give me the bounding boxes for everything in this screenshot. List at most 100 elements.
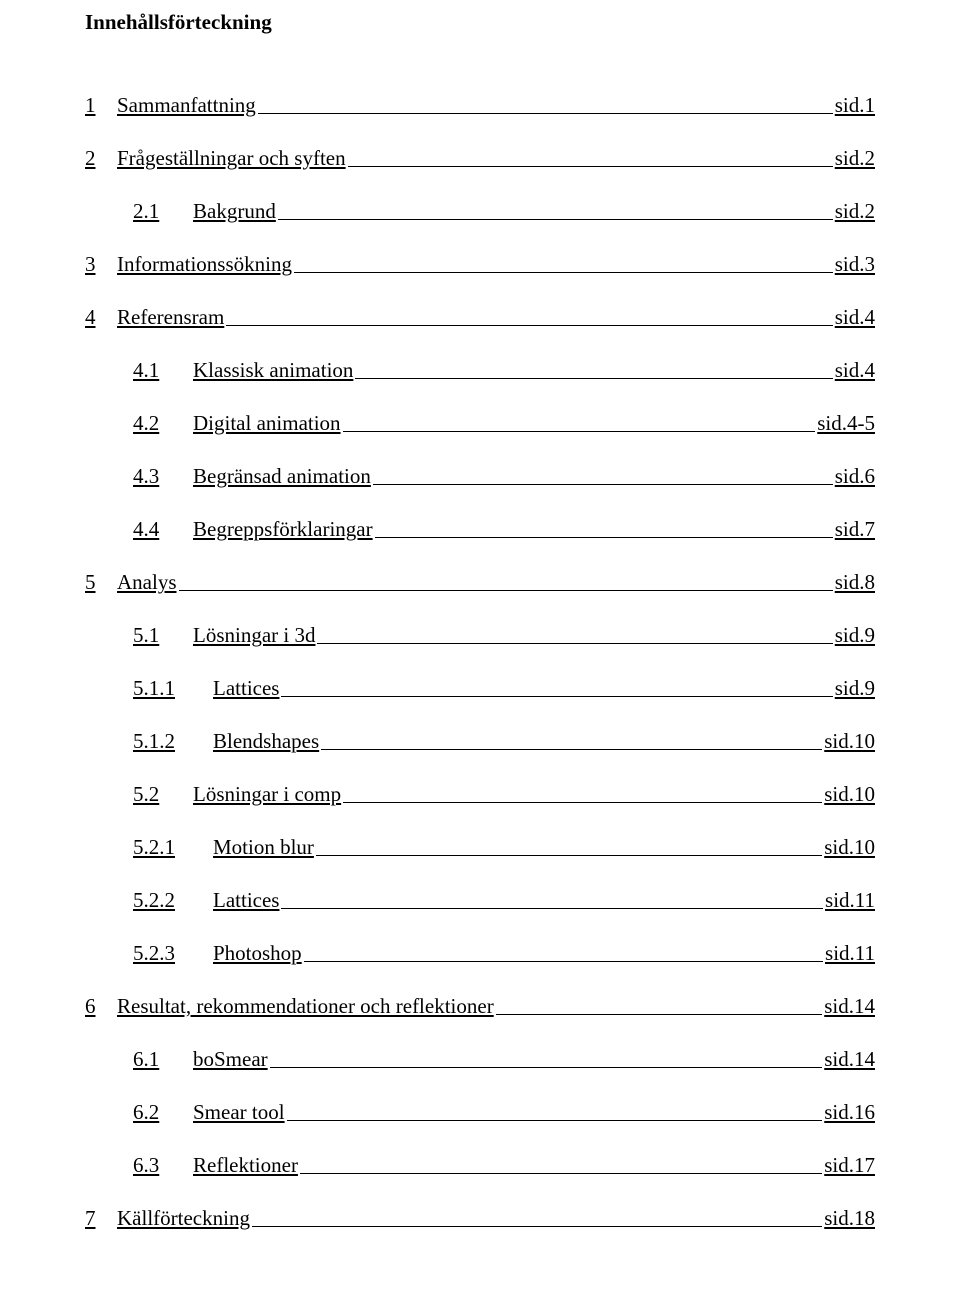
- toc-entry-number: 7: [85, 1206, 117, 1231]
- toc-entry[interactable]: 4Referensramsid.4: [85, 305, 875, 330]
- toc-entry-label: Sammanfattning: [117, 93, 256, 118]
- toc-leader-line: [226, 324, 832, 326]
- toc-entry-number: 5: [85, 570, 117, 595]
- toc-entry-number: 4.1: [133, 358, 193, 383]
- toc-entry-number: 5.2.3: [133, 941, 213, 966]
- toc-entry-page: sid.11: [825, 888, 875, 913]
- toc-entry-page: sid.4-5: [817, 411, 875, 436]
- toc-entry-label: Digital animation: [193, 411, 341, 436]
- toc-entry[interactable]: 6Resultat, rekommendationer och reflekti…: [85, 994, 875, 1019]
- toc-entry-label: Referensram: [117, 305, 224, 330]
- toc-leader-line: [348, 165, 833, 167]
- toc-entry[interactable]: 5.2.2Lattices sid.11: [85, 888, 875, 913]
- toc-entry[interactable]: 4.4Begreppsförklaringar sid.7: [85, 517, 875, 542]
- toc-entry-page: sid.3: [835, 252, 875, 277]
- toc-entry[interactable]: 5.2.3Photoshopsid.11: [85, 941, 875, 966]
- toc-entry-page: sid.2: [835, 146, 875, 171]
- toc-entry-label: Smear tool: [193, 1100, 285, 1125]
- toc-leader-line: [270, 1066, 823, 1068]
- toc-entry-page: sid.6: [835, 464, 875, 489]
- toc-leader-line: [258, 112, 833, 114]
- toc-entry-label: Resultat, rekommendationer och reflektio…: [117, 994, 494, 1019]
- toc-entry-label: Reflektioner: [193, 1153, 298, 1178]
- toc-entry-label: Klassisk animation: [193, 358, 353, 383]
- toc-entry-page: sid.10: [824, 729, 875, 754]
- page: Innehållsförteckning 1Sammanfattning sid.…: [0, 0, 960, 1299]
- toc-leader-line: [287, 1119, 823, 1121]
- toc-entry[interactable]: 5Analys sid.8: [85, 570, 875, 595]
- toc-entry-label: Lösningar i 3d: [193, 623, 315, 648]
- toc-leader-line: [375, 536, 833, 538]
- toc-entry-number: 1: [85, 93, 117, 118]
- toc-entry[interactable]: 5.1.1Latticessid.9: [85, 676, 875, 701]
- toc-leader-line: [343, 801, 822, 803]
- toc-leader-line: [252, 1225, 822, 1227]
- toc-entry[interactable]: 5.1.2Blendshapes sid.10: [85, 729, 875, 754]
- toc-leader-line: [343, 430, 816, 432]
- toc-leader-line: [355, 377, 832, 379]
- toc-entry-number: 4.2: [133, 411, 193, 436]
- toc-leader-line: [300, 1172, 822, 1174]
- toc-entry-page: sid.14: [824, 994, 875, 1019]
- toc-leader-line: [316, 854, 822, 856]
- page-title: Innehållsförteckning: [85, 10, 875, 35]
- toc-entry[interactable]: 2.1Bakgrundsid.2: [85, 199, 875, 224]
- toc-leader-line: [281, 907, 823, 909]
- toc-leader-line: [496, 1013, 823, 1015]
- toc-entry-number: 3: [85, 252, 117, 277]
- toc-entry-page: sid.7: [835, 517, 875, 542]
- toc-entry-page: sid.17: [824, 1153, 875, 1178]
- toc-entry-label: boSmear: [193, 1047, 268, 1072]
- toc-entry-label: Bakgrund: [193, 199, 276, 224]
- toc-entry-number: 5.1.1: [133, 676, 213, 701]
- toc-entry[interactable]: 4.2Digital animation sid.4-5: [85, 411, 875, 436]
- toc-entry[interactable]: 6.3Reflektioner sid.17: [85, 1153, 875, 1178]
- toc-entry-number: 2: [85, 146, 117, 171]
- toc-entry-number: 4.4: [133, 517, 193, 542]
- toc-entry[interactable]: 4.1Klassisk animation sid.4: [85, 358, 875, 383]
- toc-entry-number: 5.2.1: [133, 835, 213, 860]
- toc-leader-line: [281, 695, 832, 697]
- toc-entry-label: Motion blur: [213, 835, 314, 860]
- toc-leader-line: [278, 218, 833, 220]
- toc-entry-label: Begreppsförklaringar: [193, 517, 373, 542]
- toc-entry-page: sid.4: [835, 305, 875, 330]
- toc-entry-label: Blendshapes: [213, 729, 319, 754]
- toc-entry-page: sid.10: [824, 835, 875, 860]
- toc-entry[interactable]: 1Sammanfattning sid.1: [85, 93, 875, 118]
- toc-entry[interactable]: 7Källförteckningsid.18: [85, 1206, 875, 1231]
- toc-entry-number: 5.1: [133, 623, 193, 648]
- table-of-contents: 1Sammanfattning sid.1 2Frågeställningar oc…: [85, 93, 875, 1231]
- toc-leader-line: [321, 748, 822, 750]
- toc-entry-page: sid.18: [824, 1206, 875, 1231]
- toc-leader-line: [304, 960, 823, 962]
- toc-entry-number: 2.1: [133, 199, 193, 224]
- toc-entry-number: 5.1.2: [133, 729, 213, 754]
- toc-entry-page: sid.1: [835, 93, 875, 118]
- toc-entry-label: Lattices: [213, 676, 279, 701]
- toc-entry[interactable]: 5.1Lösningar i 3dsid.9: [85, 623, 875, 648]
- toc-entry-label: Frågeställningar och syften: [117, 146, 346, 171]
- toc-entry-number: 5.2.2: [133, 888, 213, 913]
- toc-leader-line: [294, 271, 833, 273]
- toc-entry-number: 6.1: [133, 1047, 193, 1072]
- toc-entry-page: sid.11: [825, 941, 875, 966]
- toc-entry-number: 6.2: [133, 1100, 193, 1125]
- toc-entry[interactable]: 5.2.1Motion blur sid.10: [85, 835, 875, 860]
- toc-entry[interactable]: 6.1boSmearsid.14: [85, 1047, 875, 1072]
- toc-entry[interactable]: 6.2Smear tool sid.16: [85, 1100, 875, 1125]
- toc-entry-page: sid.16: [824, 1100, 875, 1125]
- toc-entry[interactable]: 5.2Lösningar i compsid.10: [85, 782, 875, 807]
- toc-entry-number: 4.3: [133, 464, 193, 489]
- toc-entry[interactable]: 4.3Begränsad animationsid.6: [85, 464, 875, 489]
- toc-entry-page: sid.10: [824, 782, 875, 807]
- toc-entry[interactable]: 3Informationssökning sid.3: [85, 252, 875, 277]
- toc-entry-label: Analys: [117, 570, 177, 595]
- toc-entry-page: sid.4: [835, 358, 875, 383]
- toc-entry-label: Informationssökning: [117, 252, 292, 277]
- toc-entry-label: Lösningar i comp: [193, 782, 341, 807]
- toc-entry-number: 6.3: [133, 1153, 193, 1178]
- toc-entry-label: Lattices: [213, 888, 279, 913]
- toc-entry[interactable]: 2Frågeställningar och syften sid.2: [85, 146, 875, 171]
- toc-entry-page: sid.8: [835, 570, 875, 595]
